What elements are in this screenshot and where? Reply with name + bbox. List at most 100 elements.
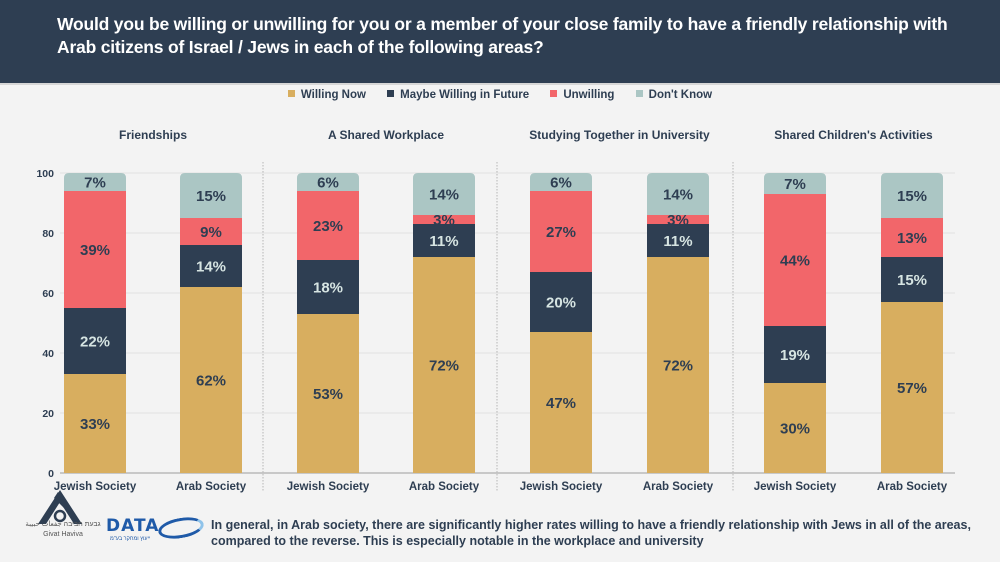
- data-label: 9%: [200, 224, 222, 241]
- bar-segment-don-t-know: [413, 173, 475, 215]
- data-label: 39%: [80, 242, 110, 259]
- bar-segment-don-t-know: [647, 173, 709, 215]
- data-label: 14%: [429, 187, 459, 204]
- bar-segment-maybe-willing-in-future: [413, 224, 475, 257]
- bar-segment-don-t-know: [530, 173, 592, 191]
- data-label: 44%: [780, 253, 810, 270]
- data-label: 53%: [313, 386, 343, 403]
- bar-segment-unwilling: [180, 218, 242, 245]
- data-logo-subtitle: ייעוץ ומחקר בע"מ: [110, 536, 151, 542]
- x-axis-category-label: Arab Society: [643, 481, 714, 493]
- data-label: 23%: [313, 218, 343, 235]
- legend-swatch-unwilling: [550, 90, 558, 97]
- data-label: 11%: [429, 233, 458, 250]
- data-label: 33%: [80, 416, 110, 433]
- legend-item-willing-now: Willing Now: [287, 89, 366, 101]
- header-banner: Would you be willing or unwilling for yo…: [0, 0, 1000, 83]
- data-label: 6%: [317, 175, 339, 192]
- data-logo-word: DATA: [106, 516, 160, 536]
- bar-segment-willing-now: [764, 383, 826, 473]
- y-axis-tick-label: 80: [42, 228, 54, 240]
- bar-segment-don-t-know: [764, 173, 826, 194]
- chart-legend: Willing Now Maybe Willing in Future Unwi…: [0, 89, 1000, 101]
- bar-segment-willing-now: [530, 332, 592, 473]
- y-axis-tick-label: 40: [42, 348, 54, 360]
- data-label: 7%: [84, 175, 106, 192]
- legend-swatch-willing-now: [287, 90, 295, 97]
- x-axis-category-label: Arab Society: [877, 481, 948, 493]
- header-divider: [0, 83, 1000, 85]
- page-title: Would you be willing or unwilling for yo…: [57, 14, 948, 57]
- legend-label: Unwilling: [563, 89, 615, 101]
- bar-segment-willing-now: [64, 374, 126, 473]
- bar-segment-maybe-willing-in-future: [64, 308, 126, 374]
- data-label: 7%: [784, 176, 806, 193]
- data-label: 15%: [196, 188, 226, 205]
- data-label: 11%: [663, 233, 692, 250]
- bar-segment-willing-now: [297, 314, 359, 473]
- data-logo: DATA ייעוץ ומחקר בע"מ: [106, 514, 206, 542]
- bar-segment-unwilling: [413, 215, 475, 224]
- bar-segment-don-t-know: [297, 173, 359, 191]
- data-label: 15%: [897, 272, 927, 289]
- panel-title: A Shared Workplace: [328, 128, 444, 142]
- givat-haviva-logo-native: גבעת חביבה جفعات حبيبة: [25, 521, 101, 528]
- data-label: 72%: [663, 358, 693, 375]
- y-axis-tick-label: 0: [48, 468, 54, 480]
- data-label: 47%: [546, 395, 576, 412]
- legend-label: Don't Know: [648, 89, 713, 101]
- bar-segment-maybe-willing-in-future: [764, 326, 826, 383]
- y-axis-tick-label: 100: [36, 168, 54, 180]
- data-label: 14%: [663, 187, 693, 204]
- legend-swatch-dont-know: [635, 90, 643, 97]
- x-axis-category-label: Jewish Society: [520, 481, 603, 493]
- panel-title: Studying Together in University: [529, 128, 710, 142]
- bar-segment-maybe-willing-in-future: [180, 245, 242, 287]
- data-label: 72%: [429, 358, 459, 375]
- data-label: 22%: [80, 334, 110, 351]
- data-label: 19%: [780, 347, 810, 364]
- y-axis-tick-label: 60: [42, 288, 54, 300]
- bar-segment-willing-now: [180, 287, 242, 473]
- bar-segment-don-t-know: [180, 173, 242, 218]
- bar-segment-unwilling: [881, 218, 943, 257]
- panel-title: Shared Children's Activities: [774, 128, 933, 142]
- legend-item-dont-know: Don't Know: [635, 89, 713, 101]
- legend-item-maybe-willing: Maybe Willing in Future: [387, 89, 529, 101]
- data-label: 3%: [667, 212, 689, 229]
- data-label: 20%: [546, 295, 576, 312]
- x-axis-category-label: Jewish Society: [54, 481, 137, 493]
- data-label: 6%: [550, 175, 572, 192]
- bar-segment-willing-now: [881, 302, 943, 473]
- y-axis-tick-label: 20: [42, 408, 54, 420]
- legend-swatch-maybe-willing: [387, 90, 395, 97]
- legend-item-unwilling: Unwilling: [550, 89, 614, 101]
- givat-haviva-logo-icon: [34, 488, 86, 528]
- x-axis-category-label: Jewish Society: [754, 481, 837, 493]
- data-label: 14%: [196, 259, 226, 276]
- data-label: 18%: [313, 280, 343, 297]
- bar-segment-maybe-willing-in-future: [647, 224, 709, 257]
- bar-segment-unwilling: [64, 191, 126, 308]
- summary-note: In general, in Arab society, there are s…: [211, 518, 971, 548]
- data-label: 57%: [897, 380, 927, 397]
- data-label: 27%: [546, 224, 576, 241]
- bar-segment-unwilling: [297, 191, 359, 260]
- bar-segment-unwilling: [764, 194, 826, 326]
- bar-segment-maybe-willing-in-future: [881, 257, 943, 302]
- data-label: 3%: [433, 212, 455, 229]
- bar-segment-willing-now: [647, 257, 709, 473]
- legend-label: Maybe Willing in Future: [400, 89, 530, 101]
- legend-label: Willing Now: [300, 89, 366, 101]
- bar-segment-unwilling: [530, 191, 592, 272]
- bar-segment-willing-now: [413, 257, 475, 473]
- x-axis-category-label: Arab Society: [409, 481, 480, 493]
- givat-haviva-logo-english: Givat Haviva: [43, 531, 83, 538]
- data-label: 62%: [196, 373, 226, 390]
- bar-segment-maybe-willing-in-future: [530, 272, 592, 332]
- bar-segment-unwilling: [647, 215, 709, 224]
- data-label: 15%: [897, 188, 927, 205]
- data-label: 13%: [897, 230, 927, 247]
- panel-title: Friendships: [119, 128, 187, 142]
